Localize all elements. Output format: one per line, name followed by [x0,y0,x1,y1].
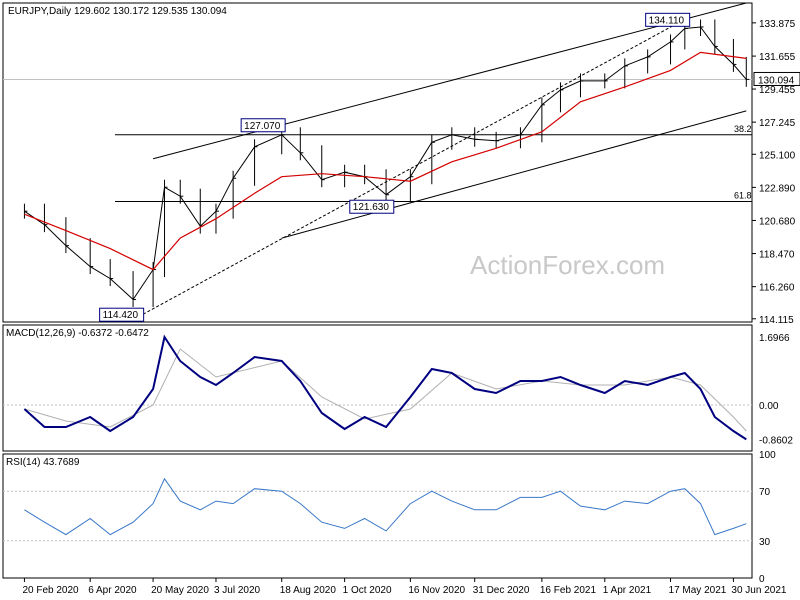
price-annotation-box [645,12,691,27]
price-annotation-label: 134.110 [649,15,685,26]
rsi-tick-label: 70 [759,487,771,498]
x-tick-label: 3 Jul 2020 [214,585,261,596]
price-annotation-label: 114.420 [103,310,139,321]
watermark: ActionForex.com [470,250,665,280]
rsi-title: RSI(14) 43.7689 [6,457,80,468]
rsi-panel [2,453,753,579]
macd-tick-label: -0.8602 [759,435,793,446]
fib-level-label: 61.8 [734,190,752,200]
moving-average-line [24,51,747,271]
x-tick-label: 31 Dec 2020 [473,585,530,596]
price-tick-label: 133.875 [759,19,796,30]
rsi-tick-label: 30 [759,537,771,548]
rsi-tick-label: 0 [759,574,765,585]
x-tick-label: 16 Nov 2020 [408,585,465,596]
macd-title: MACD(12,26,9) -0.6372 -0.6472 [6,328,149,339]
x-tick-label: 16 Feb 2021 [540,585,597,596]
chart-title: EURJPY,Daily 129.602 130.172 129.535 130… [8,6,227,17]
price-tick-label: 114.115 [759,315,794,326]
price-tick-label: 120.680 [759,216,796,227]
price-tick-label: 118.470 [759,250,795,261]
channel-upper-line [152,2,747,160]
last-price-label: 130.094 [758,75,795,86]
price-tick-label: 131.655 [759,52,796,63]
macd-panel [2,324,753,452]
rsi-tick-label: 100 [759,450,776,461]
price-tick-label: 127.245 [759,118,796,129]
price-annotation-box [349,199,395,214]
price-annotation-label: 127.070 [244,121,281,132]
fib-level-label: 38.2 [734,124,752,134]
trend-line-dashed [142,18,686,315]
channel-lower-line [281,110,747,239]
price-tick-label: 129.455 [759,85,796,96]
macd-tick-label: 1.6966 [759,333,790,344]
last-price-tag [753,71,800,86]
rsi-line [24,477,747,536]
price-tick-label: 125.100 [759,150,796,161]
price-tick-label: 116.260 [759,283,795,294]
x-tick-label: 1 Apr 2021 [603,585,652,596]
macd-tick-label: 0.00 [759,401,779,412]
x-tick-label: 6 Apr 2020 [88,585,137,596]
price-annotation-label: 121.630 [353,202,390,213]
x-tick-label: 20 May 2020 [151,585,209,596]
macd-line [23,334,747,441]
x-tick-label: 1 Oct 2020 [343,585,392,596]
price-panel [2,2,753,323]
x-tick-label: 17 May 2021 [669,585,727,596]
price-annotation-box [240,118,286,133]
price-annotation-box [99,307,145,322]
x-tick-label: 30 Jun 2021 [731,585,786,596]
x-tick-label: 20 Feb 2020 [22,585,79,596]
x-tick-label: 18 Aug 2020 [280,585,337,596]
price-tick-label: 122.890 [759,183,796,194]
